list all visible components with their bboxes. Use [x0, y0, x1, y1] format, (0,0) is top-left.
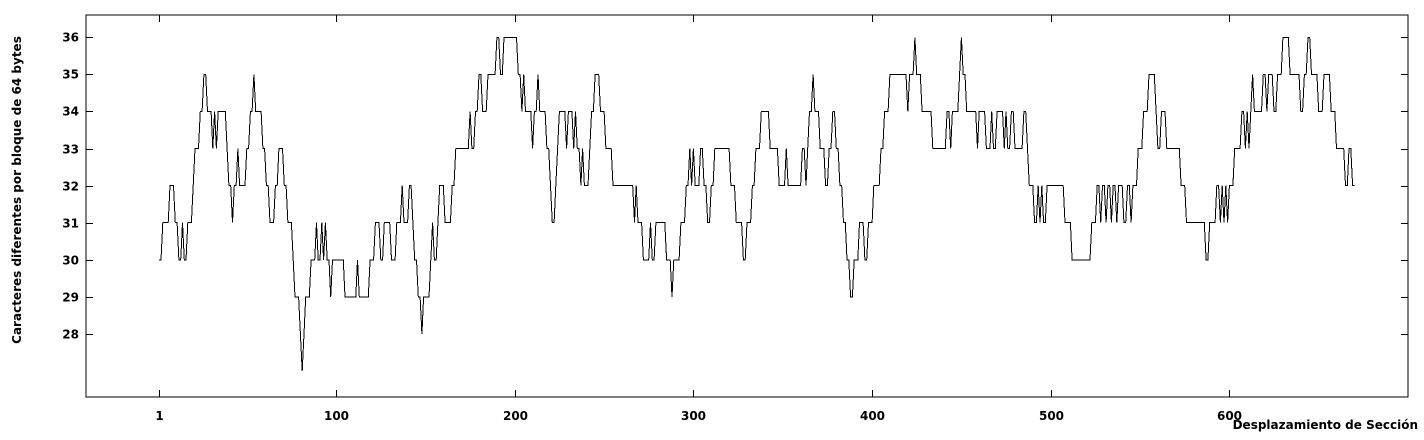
- x-tick-label: 600: [1217, 409, 1242, 423]
- y-tick-label: 29: [62, 291, 79, 305]
- series-line: [159, 36, 1355, 372]
- x-axis-label: Desplazamiento de Sección: [1233, 418, 1418, 432]
- y-tick-label: 28: [62, 328, 79, 342]
- x-tick-label: 400: [860, 409, 885, 423]
- y-tick-label: 35: [62, 68, 79, 82]
- x-tick-label: 200: [503, 409, 528, 423]
- y-tick-label: 33: [62, 143, 79, 157]
- x-tick-label: 100: [324, 409, 349, 423]
- x-tick-label: 300: [681, 409, 706, 423]
- y-axis-ticks: 28 29 30 31 32 33 34 35 36: [62, 31, 1408, 342]
- y-tick-label: 34: [62, 105, 79, 119]
- y-axis-label: Caracteres diferentes por bloque de 64 b…: [10, 36, 24, 344]
- y-tick-label: 31: [62, 217, 79, 231]
- x-tick-label: 1: [155, 409, 163, 423]
- plot-frame: [85, 14, 1409, 398]
- x-axis-ticks: 1 100 200 300 400 500 600: [155, 15, 1242, 423]
- y-tick-label: 32: [62, 180, 79, 194]
- y-tick-label: 36: [62, 31, 79, 45]
- y-tick-label: 30: [62, 254, 79, 268]
- x-tick-label: 500: [1039, 409, 1064, 423]
